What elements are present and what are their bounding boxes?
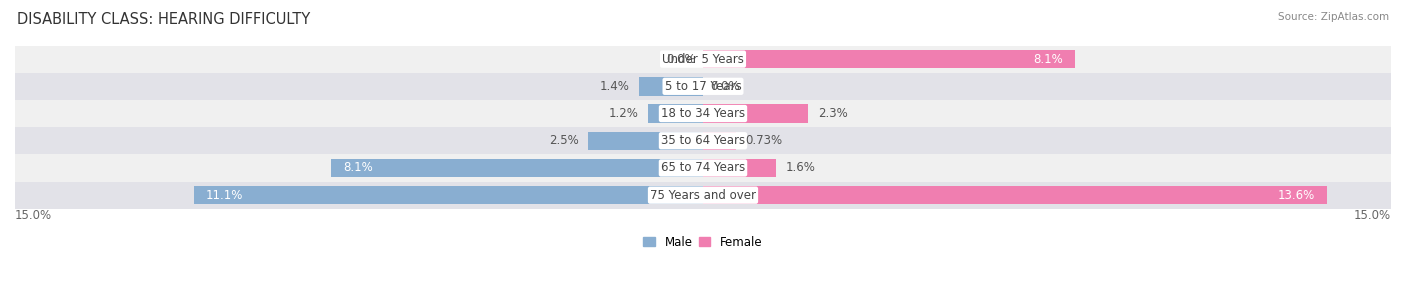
Text: 0.73%: 0.73% (745, 134, 783, 147)
Legend: Male, Female: Male, Female (644, 236, 762, 249)
Bar (703, 50, 1074, 68)
Text: 35 to 64 Years: 35 to 64 Years (661, 134, 745, 147)
Bar (15, 154, 1391, 181)
Text: 1.4%: 1.4% (600, 80, 630, 93)
Text: 2.3%: 2.3% (818, 107, 848, 120)
Text: 65 to 74 Years: 65 to 74 Years (661, 161, 745, 174)
Text: 5 to 17 Years: 5 to 17 Years (665, 80, 741, 93)
Text: 1.2%: 1.2% (609, 107, 638, 120)
Text: 13.6%: 13.6% (1278, 189, 1316, 202)
Text: 0.0%: 0.0% (710, 80, 740, 93)
Text: 75 Years and over: 75 Years and over (650, 189, 756, 202)
Text: Under 5 Years: Under 5 Years (662, 52, 744, 66)
Bar (703, 104, 808, 123)
Bar (15, 45, 1391, 73)
Text: 1.6%: 1.6% (786, 161, 815, 174)
Bar (332, 159, 703, 177)
Bar (15, 73, 1391, 100)
Bar (15, 127, 1391, 154)
Text: 15.0%: 15.0% (1354, 209, 1391, 222)
Bar (703, 186, 1327, 204)
Text: DISABILITY CLASS: HEARING DIFFICULTY: DISABILITY CLASS: HEARING DIFFICULTY (17, 12, 311, 27)
Text: 15.0%: 15.0% (15, 209, 52, 222)
Bar (194, 186, 703, 204)
Bar (638, 77, 703, 95)
Bar (588, 131, 703, 150)
Text: 18 to 34 Years: 18 to 34 Years (661, 107, 745, 120)
Text: 8.1%: 8.1% (1033, 52, 1063, 66)
Text: 0.0%: 0.0% (666, 52, 696, 66)
Text: 11.1%: 11.1% (205, 189, 243, 202)
Bar (648, 104, 703, 123)
Bar (15, 100, 1391, 127)
Bar (15, 181, 1391, 209)
Bar (703, 131, 737, 150)
Bar (703, 159, 776, 177)
Text: 2.5%: 2.5% (550, 134, 579, 147)
Text: Source: ZipAtlas.com: Source: ZipAtlas.com (1278, 12, 1389, 22)
Text: 8.1%: 8.1% (343, 161, 373, 174)
